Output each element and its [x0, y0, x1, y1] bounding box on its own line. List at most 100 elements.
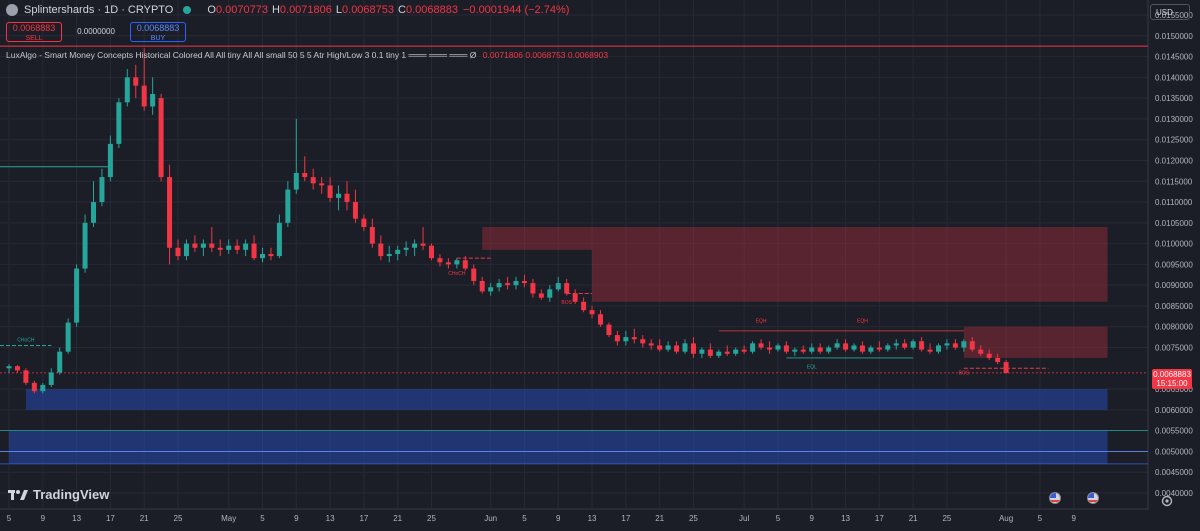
candle-body: [167, 177, 173, 248]
x-tick-label: 13: [72, 514, 81, 523]
candle-body: [657, 345, 663, 350]
price-axis[interactable]: 0.0155000 0.0150000 0.0145000 0.0140000 0.01…: [1155, 11, 1193, 498]
candle-body: [513, 281, 519, 286]
candle-body: [969, 341, 975, 350]
candle-body: [809, 347, 815, 352]
y-tick-label: 0.0075000: [1155, 344, 1193, 353]
y-tick-label: 0.0065000: [1155, 385, 1193, 394]
candle-body: [445, 262, 451, 265]
buy-price: 0.0068883: [136, 23, 180, 33]
candle-body: [716, 351, 722, 356]
y-tick-label: 0.0050000: [1155, 447, 1193, 456]
demand-zone: [9, 430, 1108, 464]
candle-body: [209, 243, 215, 248]
candle-body: [521, 281, 527, 284]
y-tick-label: 0.0120000: [1155, 156, 1193, 165]
time-axis[interactable]: 5 9 13 17 21 25 May 5 9 13 17 21 25 Jun 5 9 13 17 21 25 Jul 5…: [7, 514, 1077, 523]
low-value: 0.0068753: [342, 4, 395, 16]
y-tick-label: 0.0110000: [1155, 198, 1193, 207]
candle-body: [82, 222, 88, 269]
candle-body: [437, 258, 443, 263]
x-tick-label: 5: [7, 514, 12, 523]
candle-body: [150, 93, 156, 107]
x-tick-label: 9: [294, 514, 299, 523]
candle-body: [505, 283, 511, 286]
candle-body: [124, 77, 130, 103]
supply-zone: [963, 326, 1108, 358]
candle-body: [733, 349, 739, 354]
high-label: H: [271, 4, 280, 16]
candle-body: [682, 343, 688, 352]
candle-body: [978, 349, 984, 354]
candles: [6, 48, 1009, 394]
candle-body: [674, 345, 680, 352]
market-status-icon: [183, 6, 192, 14]
candle-body: [910, 341, 916, 348]
x-tick-label: 9: [41, 514, 46, 523]
x-tick-label: 9: [810, 514, 815, 523]
us-flag-event-icon[interactable]: [1049, 492, 1061, 504]
demand-zone: [25, 389, 1108, 410]
y-tick-label: 0.0045000: [1155, 468, 1193, 477]
candle-body: [834, 343, 840, 348]
candle-body: [623, 337, 629, 342]
candle-body: [395, 249, 401, 254]
structure-label: BOS: [959, 371, 970, 377]
trade-panel: 0.0068883 SELL 0.0000000 0.0068883 BUY: [6, 22, 186, 42]
low-label: L: [335, 4, 343, 16]
change-value: −0.0001944 (−2.74%): [462, 4, 570, 16]
y-tick-label: 0.0125000: [1155, 136, 1193, 145]
candle-body: [496, 283, 502, 288]
indicator-text: LuxAlgo - Smart Money Concepts Historica…: [6, 50, 477, 60]
candle-body: [614, 335, 620, 342]
x-tick-label: Jul: [739, 514, 749, 523]
candle-body: [598, 314, 603, 325]
structure-labels: CHoCH CHoCH BOS EQH EQH EQL BOS: [17, 271, 970, 377]
candle-body: [488, 287, 494, 292]
symbol-title[interactable]: Splintershards · 1D · CRYPTO: [24, 4, 174, 16]
candle-body: [1003, 362, 1009, 373]
candle-body: [902, 343, 908, 348]
candle-body: [690, 343, 696, 354]
structure-label: EQL: [807, 364, 817, 370]
tradingview-logo-icon: [8, 489, 28, 500]
close-label: C: [398, 4, 406, 16]
candle-body: [699, 349, 705, 354]
candle-body: [454, 260, 460, 265]
gear-icon[interactable]: [1160, 494, 1174, 508]
y-tick-label: 0.0145000: [1155, 53, 1193, 62]
us-flag-event-icon[interactable]: [1087, 492, 1099, 504]
candle-body: [724, 351, 730, 354]
candle-body: [919, 341, 925, 350]
candle-body: [859, 345, 865, 352]
candle-body: [783, 345, 789, 352]
currency-selector[interactable]: USD: [1150, 4, 1190, 20]
open-label: O: [207, 4, 216, 16]
y-tick-label: 0.0140000: [1155, 73, 1193, 82]
candle-body: [369, 226, 375, 244]
candle-body: [665, 345, 671, 350]
candle-body: [268, 254, 274, 257]
candle-body: [192, 243, 198, 248]
x-tick-label: 17: [106, 514, 115, 523]
candle-body: [471, 268, 477, 282]
x-tick-label: 17: [875, 514, 884, 523]
indicator-legend[interactable]: LuxAlgo - Smart Money Concepts Historica…: [6, 50, 608, 60]
candle-body: [158, 98, 164, 178]
candle-body: [851, 345, 857, 350]
candle-body: [547, 289, 553, 298]
close-value: 0.0068883: [405, 4, 458, 16]
candle-body: [116, 102, 122, 144]
candle-body: [352, 202, 358, 219]
y-tick-label: 0.0080000: [1155, 323, 1193, 332]
buy-button[interactable]: 0.0068883 BUY: [130, 22, 186, 42]
candle-body: [40, 384, 46, 392]
sell-button[interactable]: 0.0068883 SELL: [6, 22, 62, 42]
candle-body: [31, 382, 37, 392]
brand-name: TradingView: [33, 487, 110, 502]
indicator-values: 0.0071806 0.0068753 0.0068903: [482, 50, 609, 60]
y-tick-label: 0.0085000: [1155, 302, 1193, 311]
candle-body: [217, 247, 223, 250]
